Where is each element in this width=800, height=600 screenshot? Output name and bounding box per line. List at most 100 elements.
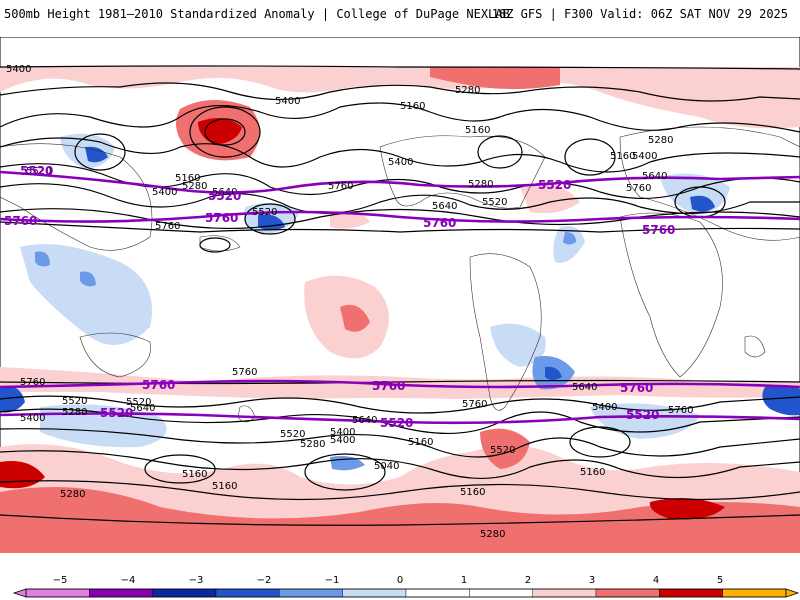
colorbar-swatch [722, 588, 787, 598]
contour-label: 5280 [468, 179, 493, 190]
contour-label-5520: 5520 [380, 416, 413, 430]
contour-label-5760: 5760 [205, 211, 238, 225]
contour-label: 5160 [212, 481, 237, 492]
contour-label-5760: 5760 [372, 379, 405, 393]
contour-label: 5520 [280, 429, 305, 440]
contour-label: 5640 [130, 403, 155, 414]
colorbar-left-arrow [12, 588, 27, 598]
negative-anomaly-region [20, 244, 152, 345]
contour-label: 5520 [62, 396, 87, 407]
contour-line [569, 426, 631, 458]
contour-label: 5280 [300, 439, 325, 450]
contour-5520-north [0, 170, 800, 194]
highlight-label-group: 5520 5760 5760 5520 5760 5520 5760 5760 … [4, 164, 675, 430]
positive-anomaly-region [0, 67, 800, 129]
contour-line [0, 514, 800, 526]
colorbar-swatch [279, 588, 343, 598]
colorbar-tick-label: −5 [53, 575, 68, 586]
contour-label: 5520 [490, 445, 515, 456]
header: 500mb Height 1981–2010 Standardized Anom… [0, 0, 800, 36]
contour-label: 5760 [20, 377, 45, 388]
highlight-contours [0, 170, 800, 425]
contour-label: 5160 [580, 467, 605, 478]
colorbar-swatch [659, 588, 723, 598]
contour-label: 5640 [642, 171, 667, 182]
madagascar-outline [744, 335, 766, 358]
contour-5760-south [0, 379, 800, 389]
anomaly-shading [0, 67, 800, 553]
colorbar-swatch [25, 588, 90, 598]
contour-label: 5280 [182, 181, 207, 192]
contour-line [0, 65, 800, 70]
negative-anomaly-region [80, 271, 96, 287]
colorbar-swatch [215, 588, 280, 598]
colorbar-tick-label: −2 [257, 575, 272, 586]
contour-label-5520: 5520 [538, 178, 571, 192]
height-contours [0, 65, 800, 526]
contour-5760-north [0, 210, 800, 223]
contour-line [244, 203, 296, 235]
contour-line [0, 221, 800, 233]
contour-label: 5760 [626, 183, 651, 194]
negative-anomaly-region [40, 404, 167, 448]
colorbar-swatch [595, 588, 660, 598]
coastlines [0, 126, 800, 423]
positive-anomaly-region [0, 487, 800, 553]
contour-label-5760: 5760 [620, 381, 653, 395]
contour-label: 5280 [455, 85, 480, 96]
south-america-outline [469, 253, 542, 411]
contour-label: 5280 [60, 489, 85, 500]
contour-label: 5640 [212, 187, 237, 198]
positive-anomaly-region [340, 304, 370, 332]
contour-label: 5280 [648, 135, 673, 146]
colorbar-swatch [469, 588, 533, 598]
africa-outline [619, 212, 723, 378]
contour-label-5760: 5760 [142, 378, 175, 392]
contour-label: 5160 [408, 437, 433, 448]
anomaly-map: 5400 5280 5400 5160 5160 5280 5160 5400 … [0, 37, 800, 553]
contour-line [199, 237, 231, 253]
colorbar-tick-label: 0 [397, 575, 403, 586]
contour-label: 5280 [62, 407, 87, 418]
colorbar-tick-label: 5 [717, 575, 723, 586]
contour-label: 5400 [632, 151, 657, 162]
colorbar-tick-label: 1 [461, 575, 467, 586]
colorbar-tick-label: −4 [121, 575, 136, 586]
positive-anomaly-region [0, 367, 800, 399]
negative-anomaly-region [35, 251, 50, 267]
contour-line [189, 106, 261, 158]
contour-label: 5400 [388, 157, 413, 168]
colorbar-tick-label: −1 [325, 575, 340, 586]
contour-label: 5520 [126, 397, 151, 408]
contour-5520-south [0, 412, 800, 425]
negative-anomaly-region [563, 232, 576, 245]
negative-anomaly-region [490, 323, 546, 367]
map-title: 500mb Height 1981–2010 Standardized Anom… [4, 7, 510, 21]
contour-line [304, 453, 386, 491]
colorbar-swatch [405, 588, 470, 598]
positive-anomaly-region [649, 498, 725, 520]
contour-label: 5160 [465, 125, 490, 136]
contour-line [0, 428, 800, 458]
contour-label: 5160 [610, 151, 635, 162]
model-run-info: 18Z GFS | F300 Valid: 06Z SAT NOV 29 202… [491, 7, 788, 21]
contour-label-group: 5400 5280 5400 5160 5160 5280 5160 5400 … [6, 64, 693, 540]
contour-line [204, 118, 246, 146]
australia-outline [79, 332, 151, 378]
north-america-outline [379, 135, 546, 209]
contour-label: 5400 [592, 402, 617, 413]
contour-line [144, 454, 216, 484]
contour-line [74, 133, 126, 171]
contour-label: 5520 [482, 197, 507, 208]
contour-label-5760: 5760 [4, 214, 37, 228]
contour-line [0, 450, 800, 479]
contour-label: 5640 [432, 201, 457, 212]
colorbar-tick-label: 4 [653, 575, 659, 586]
contour-label: 5640 [572, 382, 597, 393]
contour-label: 5760 [668, 405, 693, 416]
contour-label: 5400 [152, 187, 177, 198]
contour-line [0, 82, 800, 102]
contour-line [0, 183, 800, 215]
positive-anomaly-region [480, 428, 530, 469]
contour-line [0, 408, 800, 435]
